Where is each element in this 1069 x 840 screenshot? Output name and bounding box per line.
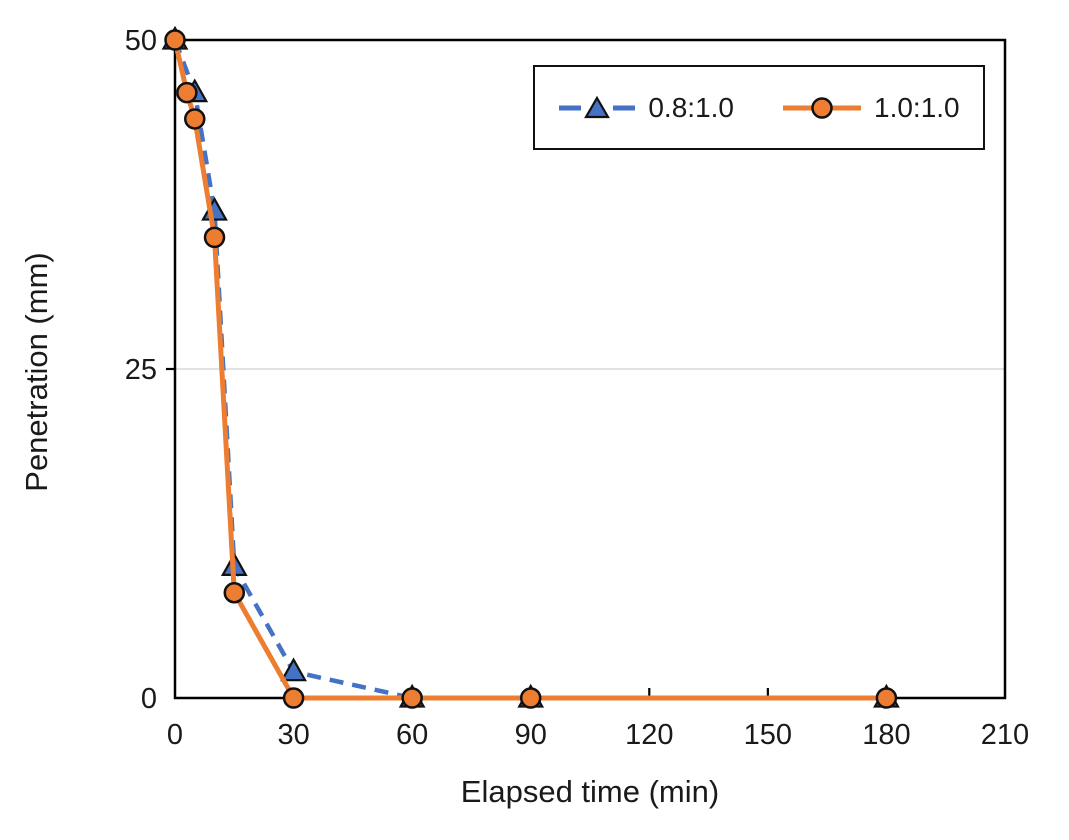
x-tick-label: 90 <box>515 719 547 751</box>
dashed-triangle-legend-icon <box>559 95 636 118</box>
marker-circle-1.0:1.0 <box>223 581 246 604</box>
x-tick-label: 0 <box>167 719 183 751</box>
marker-circle-1.0:1.0 <box>875 687 898 709</box>
y-axis-title: Penetration (mm) <box>19 252 54 492</box>
x-tick-label: 150 <box>744 719 792 751</box>
x-tick-label: 60 <box>396 719 428 751</box>
marker-circle-1.0:1.0 <box>184 108 206 130</box>
x-tick-label: 180 <box>862 719 910 751</box>
marker-circle-1.0:1.0 <box>203 226 226 249</box>
legend-item-blue-series: 0.8:1.0 <box>558 92 734 124</box>
marker-circle-1.0:1.0 <box>401 687 423 709</box>
legend-label-blue-series: 0.8:1.0 <box>648 91 734 123</box>
x-tick-label: 30 <box>277 719 309 751</box>
marker-circle-1.0:1.0 <box>164 29 186 51</box>
marker-circle-1.0:1.0 <box>176 81 198 104</box>
solid-circle-legend-icon <box>783 96 861 119</box>
x-tick-label: 120 <box>625 719 673 751</box>
marker-circle-1.0:1.0 <box>282 687 305 709</box>
y-tick-label: 25 <box>125 354 157 386</box>
legend-item-orange-series: 1.0:1.0 <box>782 92 960 124</box>
marker-triangle-0.8:1.0 <box>280 657 307 682</box>
x-axis-title: Elapsed time (min) <box>460 774 720 809</box>
legend-label-orange-series: 1.0:1.0 <box>874 91 960 123</box>
y-tick-label: 0 <box>141 683 157 715</box>
legend: 0.8:1.0 1.0:1.0 <box>533 65 985 150</box>
x-tick-label: 210 <box>981 719 1029 751</box>
y-tick-label: 50 <box>125 25 157 57</box>
marker-circle-1.0:1.0 <box>519 687 542 709</box>
